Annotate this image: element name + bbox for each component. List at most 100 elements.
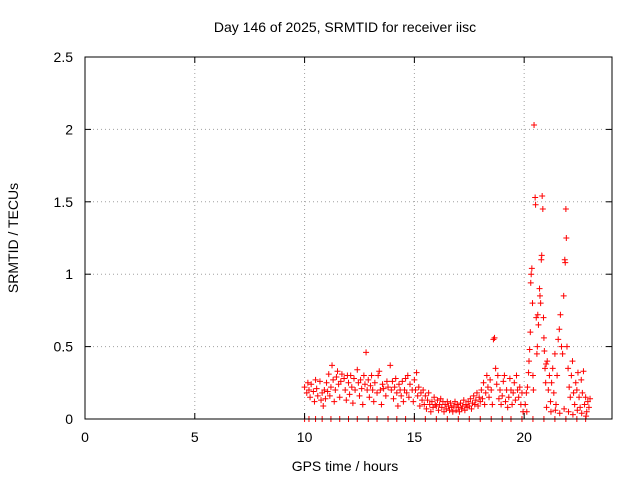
data-point [556,410,563,417]
data-point [393,389,400,396]
data-point [391,384,398,391]
data-point [350,375,357,382]
data-point [525,369,532,376]
data-point [583,408,590,415]
data-point [364,387,371,394]
x-tick-label: 5 [191,429,199,445]
data-point [580,368,587,375]
data-point [427,408,434,415]
y-tick-label: 1.5 [54,194,74,210]
data-point [431,394,438,401]
data-point [322,395,329,402]
data-point [389,378,396,385]
data-point [495,395,502,402]
data-point [549,365,556,372]
data-point [378,401,385,408]
chart-title: Day 146 of 2025, SRMTID for receiver iis… [214,19,476,35]
data-point [387,362,394,369]
data-point [321,387,328,394]
data-point [579,389,586,396]
x-tick-label: 15 [407,429,423,445]
data-point [537,300,544,307]
data-point [493,381,500,388]
data-point [571,401,578,408]
data-point [388,387,395,394]
data-point [375,372,382,379]
data-point [367,382,374,389]
data-point [561,405,568,412]
data-point [557,311,564,318]
data-point [471,401,478,408]
data-point [370,398,377,405]
data-point [449,408,456,415]
data-point [379,381,386,388]
data-point [480,379,487,386]
data-point [479,395,486,402]
data-point [455,404,462,411]
data-point [415,384,422,391]
data-point [377,387,384,394]
data-point [369,387,376,394]
data-point [568,372,575,379]
data-point [305,387,312,394]
x-tick-label: 10 [297,429,313,445]
data-point [539,206,546,213]
y-axis-label: SRMTID / TECUs [5,183,21,293]
data-point [310,388,317,395]
data-point [472,397,479,404]
data-point [338,371,345,378]
grid-lines [85,57,612,419]
data-point [565,408,572,415]
data-point [405,394,412,401]
data-point [531,122,538,129]
data-point [330,376,337,383]
x-axis-label: GPS time / hours [292,458,399,474]
data-point [450,402,457,409]
data-point [505,394,512,401]
data-point [428,398,435,405]
data-point [385,384,392,391]
data-point [497,387,504,394]
data-point [475,402,482,409]
data-point [555,336,562,343]
data-point [525,358,532,365]
data-point [359,401,366,408]
data-point [416,402,423,409]
data-point [458,405,465,412]
data-point [320,402,327,409]
data-point [491,334,498,341]
data-point [374,389,381,396]
data-point [542,379,549,386]
data-point [329,362,336,369]
data-point [501,372,508,379]
data-point [420,387,427,394]
data-point [433,402,440,409]
data-point [523,389,530,396]
data-point [336,394,343,401]
data-point [585,404,592,411]
data-point [459,402,466,409]
data-point [583,413,590,420]
data-point [476,394,483,401]
data-point [481,401,488,408]
data-point [438,404,445,411]
data-point [529,372,536,379]
x-tick-label: 0 [81,429,89,445]
data-point [311,398,318,405]
data-point [563,235,570,241]
data-point [488,387,495,394]
data-point [487,376,494,383]
data-point [489,401,496,408]
data-point [318,397,325,404]
data-point [542,365,549,372]
data-point [527,329,534,336]
data-point [332,387,339,394]
data-point [587,395,594,402]
data-point [578,376,585,383]
data-point [308,381,315,388]
data-point [546,372,553,379]
data-point [366,394,373,401]
data-point [356,392,363,399]
data-point [527,279,534,286]
